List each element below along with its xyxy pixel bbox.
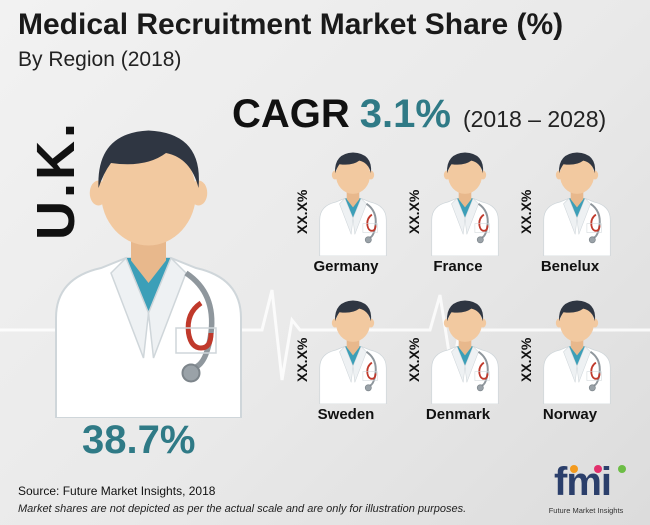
region-share: XX.X% xyxy=(294,189,310,234)
region-share: XX.X% xyxy=(518,337,534,382)
cagr-banner: CAGR 3.1% (2018 – 2028) xyxy=(232,92,606,137)
cagr-range: (2018 – 2028) xyxy=(462,106,607,132)
disclaimer-note: Market shares are not depicted as per th… xyxy=(18,503,467,515)
logo-mark: fmi xyxy=(554,460,612,504)
source-text: Source: Future Market Insights, 2018 xyxy=(18,484,216,498)
doctor-icon xyxy=(542,151,612,256)
region-name: Denmark xyxy=(425,406,491,423)
chart-title: Medical Recruitment Market Share (%) xyxy=(18,8,564,41)
doctor-icon xyxy=(318,299,388,404)
logo-dots-icon xyxy=(570,465,626,473)
region-name: Norway xyxy=(542,406,598,423)
doctor-icon xyxy=(55,130,242,418)
region-name: Germany xyxy=(313,258,379,275)
doctor-icon xyxy=(542,299,612,404)
region-card-germany: XX.X% Germany xyxy=(290,148,402,280)
region-card-france: XX.X% France xyxy=(402,148,514,280)
doctor-icon xyxy=(430,299,500,404)
logo-tagline: Future Market Insights xyxy=(548,506,624,515)
region-name: France xyxy=(433,258,483,275)
region-share: XX.X% xyxy=(518,189,534,234)
region-share: XX.X% xyxy=(294,337,310,382)
region-card-benelux: XX.X% Benelux xyxy=(514,148,626,280)
region-share: XX.X% xyxy=(406,189,422,234)
chart-subtitle: By Region (2018) xyxy=(18,48,182,71)
doctor-icon xyxy=(430,151,500,256)
region-name: Sweden xyxy=(317,406,375,423)
region-card-denmark: XX.X% Denmark xyxy=(402,296,514,428)
region-card-sweden: XX.X% Sweden xyxy=(290,296,402,428)
fmi-logo: fmi Future Market Insights xyxy=(536,462,636,520)
featured-region-share: 38.7% xyxy=(82,418,196,462)
cagr-label: CAGR xyxy=(232,92,350,136)
region-name: Benelux xyxy=(540,258,600,275)
region-card-norway: XX.X% Norway xyxy=(514,296,626,428)
cagr-value: 3.1% xyxy=(359,92,451,136)
doctor-icon xyxy=(318,151,388,256)
region-share: XX.X% xyxy=(406,337,422,382)
